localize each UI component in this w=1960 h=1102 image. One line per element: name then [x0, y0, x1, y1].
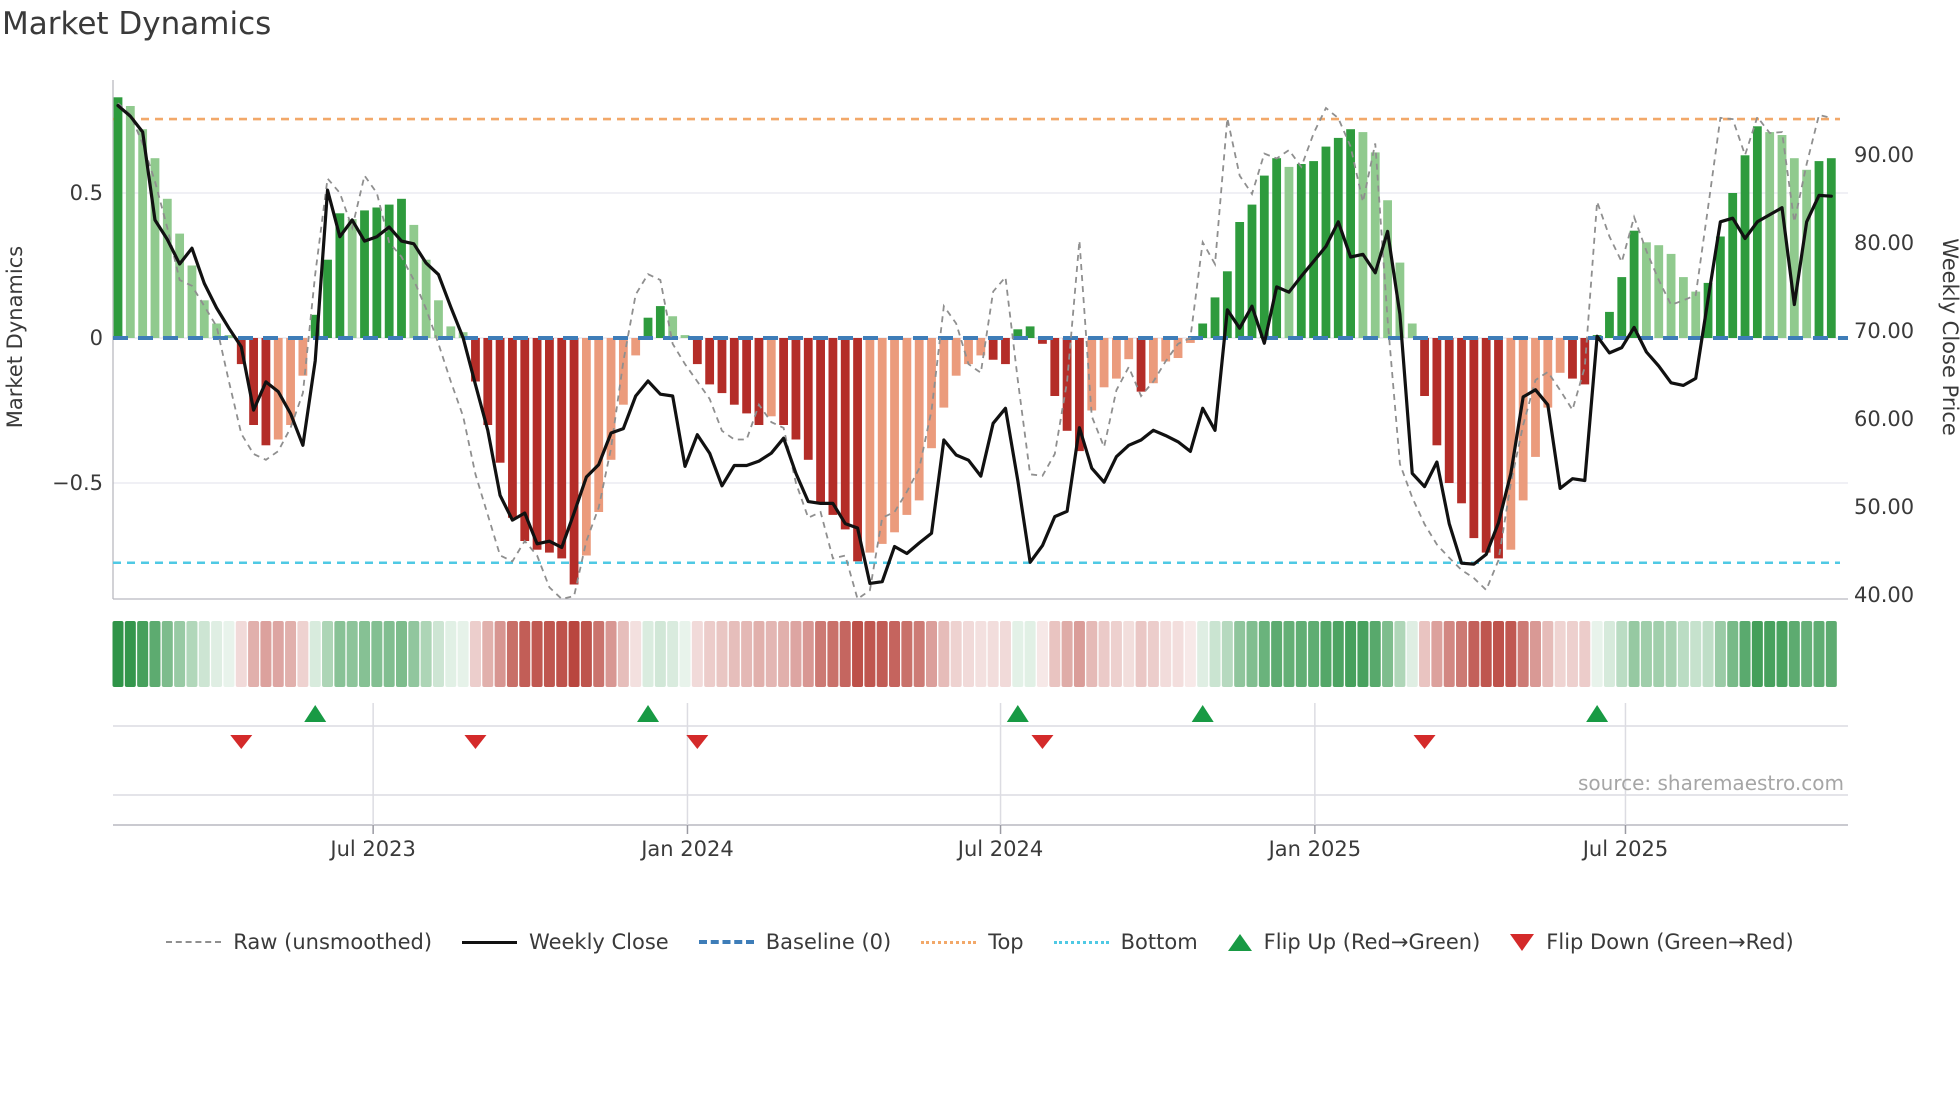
x-tick-label: Jul 2024: [956, 837, 1043, 861]
x-tick-label: Jul 2025: [1581, 837, 1668, 861]
dotted-line-icon: [1053, 940, 1109, 944]
legend-label: Bottom: [1120, 930, 1198, 954]
legend-label: Flip Up (Red→Green): [1263, 930, 1481, 954]
left-axis-label: Market Dynamics: [3, 246, 27, 428]
right-tick-90: 90.00: [1854, 143, 1914, 167]
legend-item-flip-up: Flip Up (Red→Green): [1227, 930, 1481, 954]
x-axis-tick-labels: Jul 2023 Jan 2024 Jul 2024 Jan 2025 Jul 2025: [328, 837, 1668, 861]
legend-item-bottom: Bottom: [1053, 930, 1198, 954]
legend-label: Weekly Close: [529, 930, 669, 954]
right-axis-label: Weekly Close Price: [1938, 238, 1960, 436]
legend-label: Top: [988, 930, 1024, 954]
legend-item-flip-down: Flip Down (Green→Red): [1510, 930, 1794, 954]
left-tick-neg05: −0.5: [52, 471, 103, 495]
x-tick-label: Jan 2025: [1267, 837, 1362, 861]
legend-item-top: Top: [921, 930, 1024, 954]
legend-item-weekly-close: Weekly Close: [462, 930, 669, 954]
legend-label: Flip Down (Green→Red): [1546, 930, 1794, 954]
weekly-close-line: [116, 103, 1833, 586]
x-tick-label: Jul 2023: [328, 837, 415, 861]
flip-markers: [230, 705, 1609, 749]
down-triangle-icon: [1510, 933, 1535, 951]
legend-item-raw: Raw (unsmoothed): [166, 930, 432, 954]
left-tick-05: 0.5: [70, 181, 103, 205]
reference-lines: [113, 117, 1840, 565]
right-tick-40: 40.00: [1854, 583, 1914, 607]
legend-item-baseline: Baseline (0): [698, 930, 892, 954]
left-tick-0: 0: [90, 326, 103, 350]
raw-line-icon: [166, 941, 222, 943]
chart-legend: Raw (unsmoothed) Weekly Close Baseline (…: [0, 916, 1960, 968]
right-tick-60: 60.00: [1854, 407, 1914, 431]
page-title: Market Dynamics: [2, 6, 271, 42]
x-tick-label: Jan 2024: [639, 837, 734, 861]
source-credit: source: sharemaestro.com: [1578, 771, 1844, 795]
oscillator-bars: [113, 97, 1836, 585]
legend-label: Baseline (0): [765, 930, 892, 954]
raw-line: [117, 102, 1832, 601]
legend-label: Raw (unsmoothed): [233, 930, 433, 954]
heatmap-strip: [112, 621, 1837, 687]
dashed-line-icon: [698, 940, 754, 944]
marker-panel: [113, 703, 1848, 834]
solid-line-icon: [462, 940, 518, 944]
right-tick-80: 80.00: [1854, 231, 1914, 255]
dotted-line-icon: [921, 940, 977, 944]
right-tick-70: 70.00: [1854, 319, 1914, 343]
right-tick-50: 50.00: [1854, 495, 1914, 519]
up-triangle-icon: [1227, 933, 1252, 951]
